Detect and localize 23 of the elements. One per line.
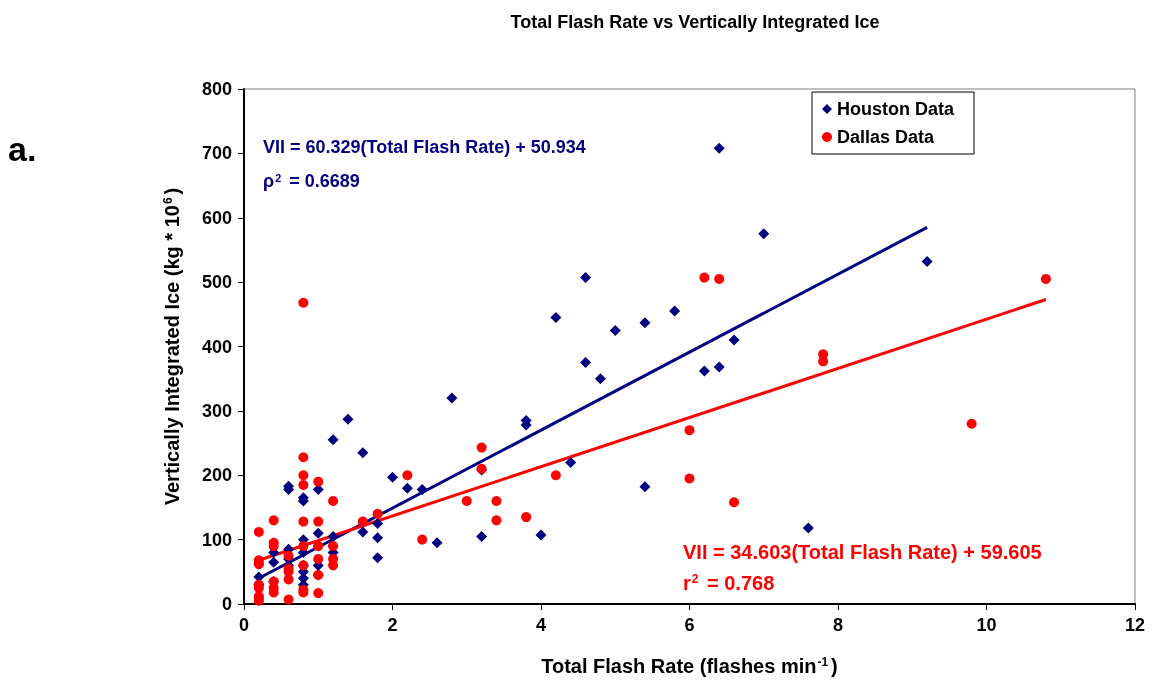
- x-tick-label: 8: [832, 615, 844, 635]
- annotation: VII = 60.329(Total Flash Rate) + 50.934: [263, 137, 586, 157]
- y-tick-label: 100: [201, 529, 232, 550]
- legend-label: Dallas Data: [837, 127, 936, 147]
- y-tick-label: 700: [201, 143, 232, 164]
- x-tick-label: 10: [976, 615, 997, 635]
- annotation: VII = 34.603(Total Flash Rate) + 59.605: [683, 541, 1042, 563]
- y-tick-label: 500: [201, 272, 232, 293]
- y-tick-label: 300: [201, 400, 232, 421]
- text: a.: [8, 130, 37, 168]
- x-tick-label: 0: [238, 615, 250, 635]
- y-axis-title: Vertically Integrated Ice (kg * 106): [161, 187, 183, 506]
- legend-label: Houston Data: [837, 99, 955, 119]
- x-tick-label: 4: [535, 615, 547, 635]
- y-tick-label: 600: [201, 207, 232, 228]
- y-tick-label: 400: [201, 336, 232, 357]
- y-tick-label: 0: [221, 594, 232, 614]
- x-tick-label: 6: [684, 615, 695, 635]
- chart-title: Total Flash Rate vs Vertically Integrated Ice: [510, 12, 880, 32]
- y-tick-label: 800: [201, 79, 232, 99]
- x-tick-label: 2: [387, 615, 398, 635]
- x-tick-label: 12: [1124, 615, 1146, 635]
- y-tick-label: 200: [201, 465, 232, 486]
